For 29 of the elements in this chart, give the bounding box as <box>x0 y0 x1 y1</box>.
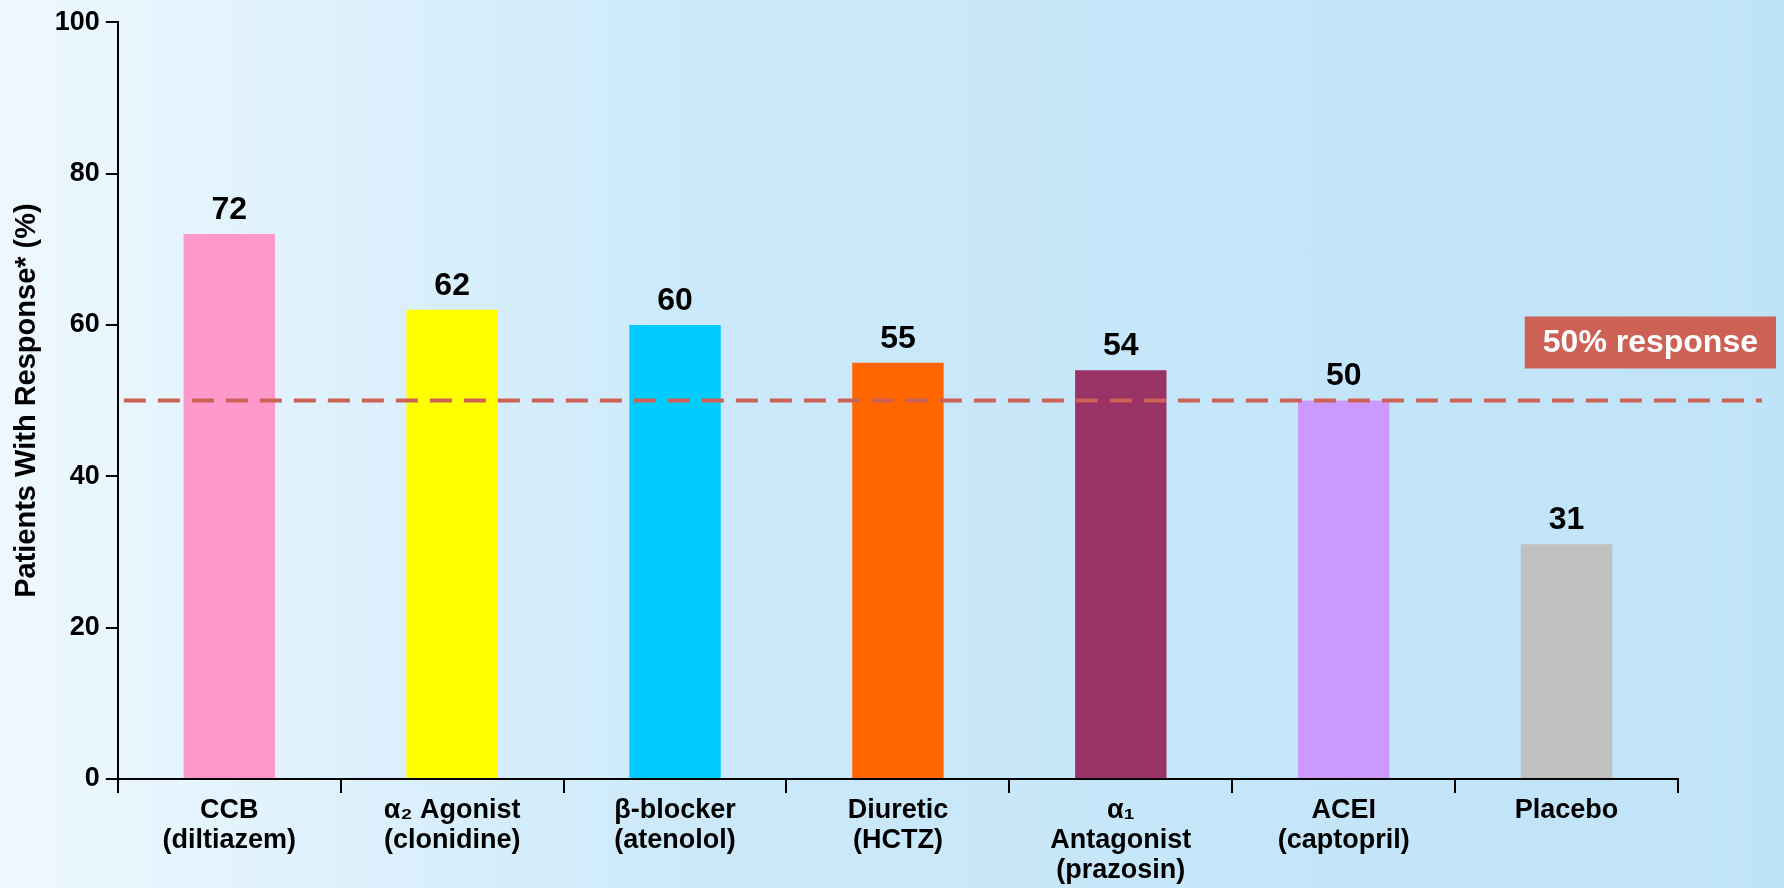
bar <box>1297 400 1390 778</box>
bar <box>406 309 498 778</box>
bar <box>1520 544 1613 778</box>
x-tick-label: α₂ Agonist (clonidine) <box>383 794 521 854</box>
x-tick-label: β-blocker (atenolol) <box>614 794 737 854</box>
x-tick-label: α₁ Antagonist (prazosin) <box>1050 794 1192 884</box>
x-tick-label: ACEI (captopril) <box>1277 794 1410 854</box>
y-axis-title: Patients With Response* (%) <box>9 203 42 598</box>
y-tick-label: 80 <box>69 156 100 187</box>
data-label: 72 <box>211 189 248 226</box>
ref-line-label: 50% response <box>1542 323 1758 360</box>
data-label: 31 <box>1548 500 1585 537</box>
bar <box>629 324 721 778</box>
x-tick-label: Diuretic (HCTZ) <box>847 794 949 854</box>
data-label: 62 <box>434 265 470 302</box>
x-tick-label: Placebo <box>1514 794 1619 825</box>
y-tick-label: 40 <box>69 459 100 490</box>
data-label: 54 <box>1103 326 1139 363</box>
data-label: 55 <box>880 318 916 355</box>
y-tick-label: 20 <box>69 611 100 642</box>
data-label: 60 <box>657 280 693 317</box>
y-tick-label: 0 <box>84 762 100 793</box>
y-tick-label: 100 <box>54 5 100 36</box>
bar <box>852 362 944 778</box>
data-label: 50 <box>1325 356 1362 393</box>
bar <box>1075 370 1167 778</box>
x-tick-label: CCB (diltiazem) <box>162 794 297 854</box>
bar <box>183 234 275 778</box>
y-tick-label: 60 <box>69 308 100 339</box>
